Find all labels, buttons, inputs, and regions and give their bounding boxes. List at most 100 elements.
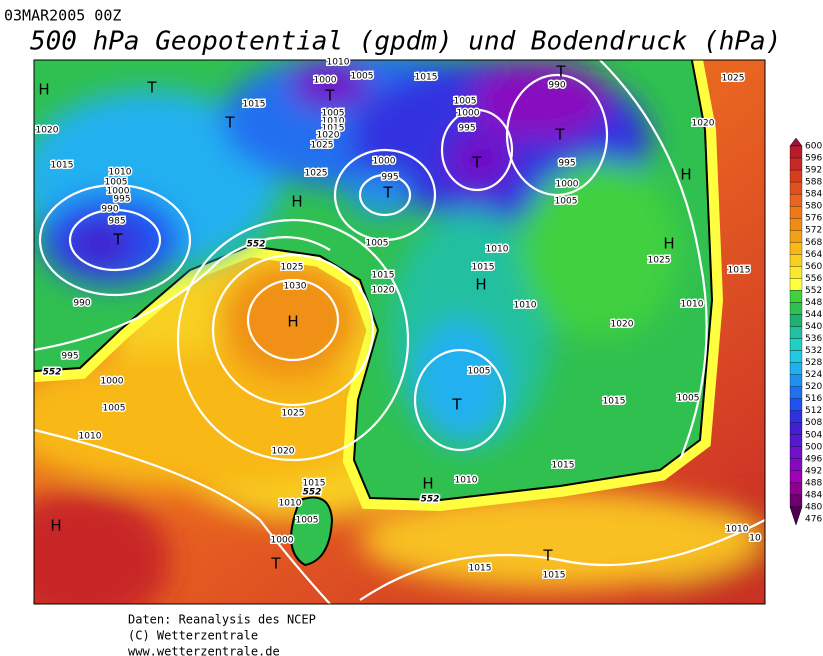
isobar-label: 990 — [548, 81, 565, 91]
date: 03MAR2005 00Z — [4, 7, 121, 25]
pressure-center: T — [554, 126, 565, 144]
isobar-label: 995 — [458, 124, 475, 134]
colorbar-cell — [789, 422, 803, 435]
colorbar-cell — [789, 338, 803, 351]
colorbar-label: 496 — [805, 454, 822, 464]
pressure-center: H — [287, 313, 298, 331]
isobar-label: 1015 — [372, 271, 395, 281]
isobar-label: 1000 — [107, 187, 130, 197]
colorbar-cell — [789, 206, 803, 219]
colorbar-label: 536 — [805, 334, 822, 344]
colorbar-label: 520 — [805, 382, 822, 392]
isobar-label: 1015 — [728, 266, 751, 276]
isobar-label: 1005 — [322, 109, 345, 119]
isobar-label: 552 — [303, 488, 322, 498]
pressure-center: H — [291, 193, 302, 211]
isobar-label: 995 — [61, 352, 78, 362]
colorbar-label: 476 — [805, 515, 822, 525]
colorbar-label: 488 — [805, 478, 822, 488]
colorbar-label: 524 — [805, 370, 822, 380]
colorbar-label: 588 — [805, 178, 822, 188]
isobar-label: 1005 — [296, 516, 319, 526]
footer-line: Daten: Reanalysis des NCEP — [128, 613, 316, 627]
pressure-center: T — [451, 396, 462, 414]
colorbar-cell — [789, 278, 803, 291]
isobar-label: 1000 — [457, 109, 480, 119]
colorbar-cell — [789, 169, 803, 183]
pressure-center: T — [542, 547, 553, 565]
isobar-label: 1020 — [272, 447, 295, 457]
isobar-label: 1005 — [677, 394, 700, 404]
colorbar-label: 592 — [805, 166, 822, 176]
isobar-label: 1025 — [282, 409, 305, 419]
isobar-label: 1010 — [322, 117, 345, 127]
colorbar-label: 556 — [805, 274, 822, 284]
colorbar-label: 600 — [805, 142, 822, 152]
colorbar-label: 532 — [805, 346, 822, 356]
pressure-center: T — [471, 154, 482, 172]
colorbar-cell — [789, 398, 803, 411]
isobar-label: 1025 — [648, 256, 671, 266]
colorbar-label: 500 — [805, 442, 822, 452]
colorbar-label: 584 — [805, 190, 822, 200]
colorbar-label: 572 — [805, 226, 822, 236]
isobar-label: 990 — [101, 205, 118, 215]
isobar-label: 1015 — [543, 571, 566, 581]
colorbar-cell — [789, 181, 803, 195]
colorbar-label: 512 — [805, 406, 822, 416]
pressure-center: T — [224, 114, 235, 132]
isobar-label: 1015 — [243, 100, 266, 110]
isobar-label: 1005 — [351, 72, 374, 82]
colorbar-cell — [789, 326, 803, 339]
isobar-label: 1005 — [103, 404, 126, 414]
isobar-label: 1020 — [372, 286, 395, 296]
colorbar-cell — [789, 434, 803, 447]
isobar-label: 1005 — [468, 367, 491, 377]
footer-line: www.wetterzentrale.de — [128, 645, 280, 656]
pressure-center: T — [146, 79, 157, 97]
colorbar-cell — [789, 362, 803, 375]
pressure-center: T — [382, 184, 393, 202]
isobar-label: 1000 — [271, 536, 294, 546]
isobar-label: 1015 — [303, 479, 326, 489]
isobar-label: 1010 — [109, 168, 132, 178]
isobar-label: 1010 — [726, 525, 749, 535]
colorbar-cap — [789, 137, 803, 147]
pressure-center: H — [663, 235, 674, 253]
colorbar-cell — [789, 302, 803, 315]
isobar-label: 1000 — [373, 157, 396, 167]
isobar-label: 1010 — [279, 499, 302, 509]
isobar-label: 1000 — [101, 377, 124, 387]
colorbar-cell — [789, 482, 803, 496]
colorbar-label: 480 — [805, 502, 822, 512]
pressure-center: H — [50, 517, 61, 535]
pressure-center: H — [38, 81, 49, 99]
colorbar-label: 516 — [805, 394, 822, 404]
colorbar-label: 528 — [805, 358, 822, 368]
colorbar-label: 548 — [805, 298, 822, 308]
pressure-center: T — [112, 231, 123, 249]
isobar-label: 552 — [43, 368, 62, 378]
isobar-label: 1010 — [681, 300, 704, 310]
isobar-label: 1020 — [611, 320, 634, 330]
title: 500 hPa Geopotential (gpdm) und Bodendru… — [30, 27, 781, 57]
pressure-center: H — [422, 475, 433, 493]
isobar-label: 1015 — [415, 73, 438, 83]
isobar-label: 1015 — [472, 263, 495, 273]
colorbar-cell — [789, 290, 803, 303]
isobar-label: 995 — [113, 195, 130, 205]
footer-line: (C) Wetterzentrale — [128, 629, 258, 643]
isobar-label: 1015 — [552, 461, 575, 471]
colorbar-cell — [789, 218, 803, 231]
isobar-label: 1025 — [722, 74, 745, 84]
map-frame — [33, 59, 766, 605]
colorbar-cell — [789, 470, 803, 484]
isobar-label: 1010 — [79, 432, 102, 442]
colorbar-cell — [789, 145, 803, 159]
colorbar-cell — [789, 410, 803, 423]
colorbar-cell — [789, 374, 803, 387]
isobar-label: 1000 — [314, 76, 337, 86]
isobar-label: 990 — [73, 299, 90, 309]
